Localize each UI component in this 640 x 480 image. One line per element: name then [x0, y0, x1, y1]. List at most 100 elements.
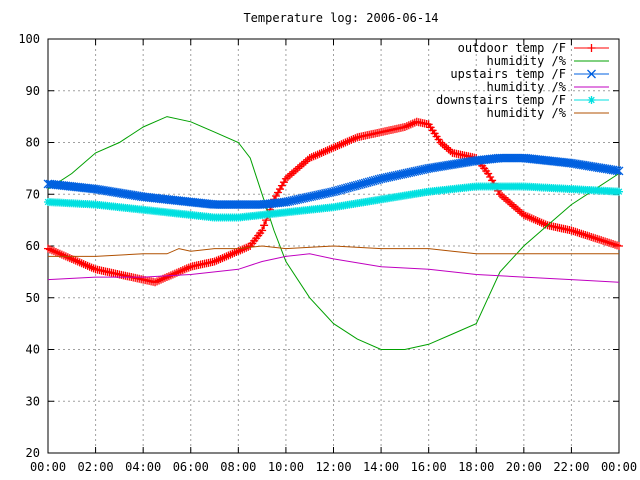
- data-point: [335, 141, 344, 150]
- series-3: [43, 153, 624, 210]
- data-point: [500, 193, 509, 202]
- x-tick-label: 00:00: [30, 460, 66, 474]
- data-point: [180, 265, 189, 274]
- x-tick-label: 20:00: [506, 460, 542, 474]
- data-point: [51, 248, 60, 257]
- x-tick-label: 16:00: [411, 460, 447, 474]
- data-point: [333, 141, 342, 150]
- data-point: [283, 173, 292, 181]
- data-point: [329, 143, 338, 152]
- legend-label: humidity /%: [487, 54, 567, 68]
- data-point: [408, 119, 417, 128]
- data-point: [331, 142, 340, 151]
- data-point: [347, 135, 356, 144]
- data-point: [81, 260, 90, 269]
- data-point: [533, 216, 542, 225]
- data-point: [297, 160, 306, 169]
- data-point: [523, 212, 532, 221]
- legend-label: humidity /%: [487, 80, 567, 94]
- data-point: [339, 139, 348, 148]
- data-point: [291, 166, 300, 175]
- data-point: [157, 275, 166, 284]
- data-point: [289, 167, 298, 176]
- data-point: [515, 207, 524, 216]
- legend-marker: [587, 96, 596, 104]
- data-point: [220, 253, 229, 262]
- x-tick-label: 18:00: [458, 460, 494, 474]
- axis-ticks: 00:00 02:00 04:00 06:00 08:00 10:00 12:00 14:00…: [18, 32, 637, 474]
- data-point: [299, 159, 308, 168]
- x-tick-label: 00:00: [601, 460, 637, 474]
- y-tick-label: 40: [26, 343, 40, 357]
- data-point: [503, 197, 512, 206]
- data-point: [519, 210, 528, 219]
- data-point: [174, 267, 183, 276]
- data-point: [176, 267, 185, 276]
- series-2: [47, 116, 620, 350]
- data-point: [402, 122, 411, 131]
- data-point: [525, 213, 534, 222]
- data-point: [539, 219, 548, 228]
- data-point: [438, 140, 447, 149]
- data-point: [45, 245, 54, 254]
- data-point: [85, 262, 94, 271]
- data-point: [162, 273, 171, 282]
- data-point: [69, 255, 78, 264]
- data-point: [295, 162, 304, 171]
- data-point: [83, 261, 92, 270]
- data-point: [444, 145, 453, 154]
- data-point: [404, 121, 413, 130]
- x-tick-label: 02:00: [78, 460, 114, 474]
- y-tick-label: 60: [26, 239, 40, 253]
- data-point: [73, 257, 82, 266]
- data-point: [529, 215, 538, 224]
- data-point: [285, 171, 294, 180]
- data-point: [351, 134, 360, 143]
- data-point: [53, 248, 62, 257]
- data-point: [486, 173, 495, 181]
- data-point: [501, 195, 510, 204]
- data-point: [301, 157, 310, 166]
- data-point: [614, 166, 624, 176]
- data-point: [343, 137, 352, 146]
- x-tick-label: 12:00: [315, 460, 351, 474]
- x-tick-label: 14:00: [363, 460, 399, 474]
- y-tick-label: 50: [26, 291, 40, 305]
- data-point: [281, 174, 290, 183]
- data-point: [323, 146, 332, 155]
- data-point: [442, 143, 451, 152]
- data-point: [521, 211, 530, 220]
- data-point: [484, 169, 493, 178]
- series-line: [47, 116, 620, 350]
- x-tick-label: 04:00: [125, 460, 161, 474]
- x-tick-label: 10:00: [268, 460, 304, 474]
- data-point: [87, 263, 96, 272]
- data-point: [71, 256, 80, 265]
- series-line: [48, 245, 619, 257]
- legend-marker: [587, 69, 596, 79]
- data-point: [311, 151, 320, 160]
- data-point: [505, 198, 514, 207]
- data-point: [218, 254, 227, 263]
- series-6: [48, 245, 619, 257]
- data-point: [75, 258, 84, 267]
- series-1: [44, 117, 623, 287]
- data-point: [238, 245, 247, 254]
- data-point: [537, 218, 546, 227]
- data-point: [535, 217, 544, 226]
- data-point: [230, 248, 239, 257]
- data-point: [325, 145, 334, 154]
- data-point: [49, 247, 58, 256]
- data-point: [184, 263, 193, 272]
- data-point: [317, 148, 326, 157]
- y-tick-label: 70: [26, 187, 40, 201]
- data-point: [345, 136, 354, 145]
- y-tick-label: 30: [26, 394, 40, 408]
- data-point: [440, 141, 449, 150]
- legend-label: humidity /%: [487, 106, 567, 120]
- data-point: [496, 190, 505, 199]
- data-point: [279, 178, 288, 187]
- series-5: [44, 182, 623, 222]
- data-point: [507, 200, 516, 209]
